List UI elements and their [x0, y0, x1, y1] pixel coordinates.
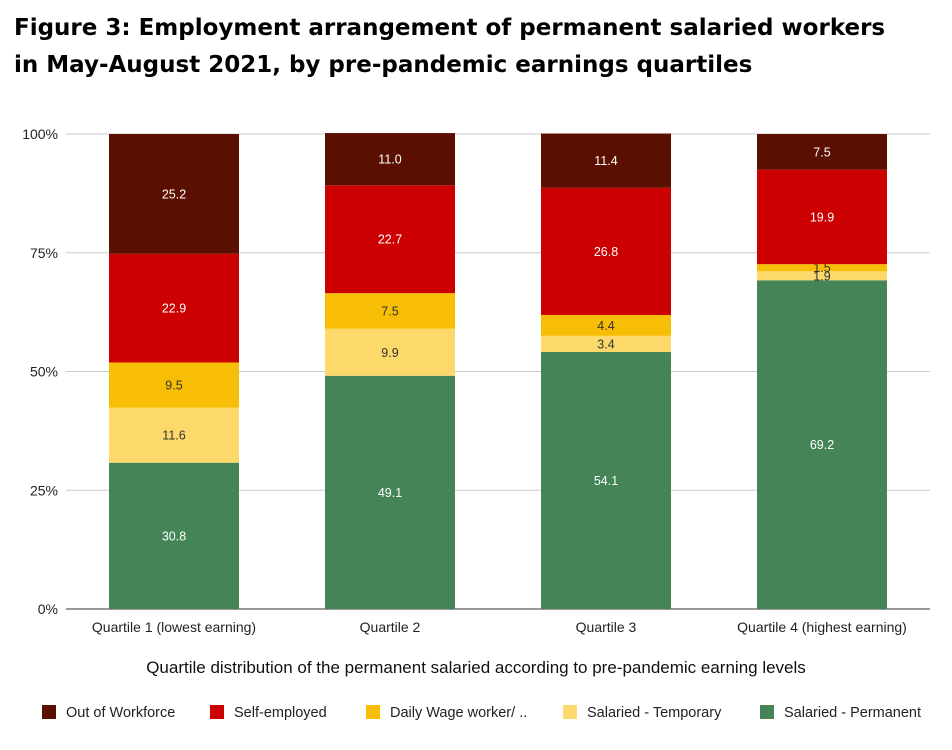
data-label: 9.5 [165, 379, 182, 393]
y-axis-ticks: 0% 25% 50% 75% 100% [22, 126, 58, 617]
data-label: 25.2 [162, 187, 186, 201]
legend-swatch [42, 705, 56, 719]
legend-swatch [760, 705, 774, 719]
data-label: 54.1 [594, 474, 618, 488]
y-tick-label: 25% [30, 482, 58, 498]
bar-segment [541, 352, 671, 609]
data-label: 9.9 [381, 346, 398, 360]
bar-segment [757, 271, 887, 281]
bar-segment [325, 328, 455, 376]
data-label: 22.7 [378, 233, 402, 247]
bar-segment [757, 264, 887, 272]
y-tick-label: 50% [30, 364, 58, 380]
x-axis-categories: Quartile 1 (lowest earning) Quartile 2 Qua… [92, 619, 907, 635]
x-category-label: Quartile 2 [360, 619, 421, 635]
data-label: 1.9 [813, 269, 830, 283]
bar-segment [109, 462, 239, 609]
bar-segment [109, 253, 239, 363]
data-label: 11.0 [378, 153, 401, 167]
chart-title: Figure 3: Employment arrangement of perm… [14, 15, 886, 78]
bar-segment [757, 280, 887, 609]
legend-label: Salaried - Permanent [784, 705, 921, 721]
bar-segment [325, 185, 455, 294]
bar-segment [109, 134, 239, 254]
bar-segment [109, 407, 239, 463]
bar-segment [541, 187, 671, 315]
data-label: 30.8 [162, 529, 186, 543]
bar-segment [325, 375, 455, 609]
legend: Out of Workforce Self-employed Daily Wage … [42, 705, 921, 721]
data-label: 22.9 [162, 302, 186, 316]
data-label: 26.8 [594, 245, 618, 259]
data-label: 69.2 [810, 438, 834, 452]
legend-swatch [210, 705, 224, 719]
data-label: 1.5 [813, 261, 830, 275]
data-label: 11.4 [594, 154, 617, 168]
legend-label: Out of Workforce [66, 705, 175, 721]
data-label: 49.1 [378, 486, 402, 500]
bar-segment [325, 293, 455, 329]
data-label: 7.5 [381, 304, 398, 318]
x-category-label: Quartile 3 [576, 619, 637, 635]
legend-label: Salaried - Temporary [587, 705, 722, 721]
data-label: 19.9 [810, 210, 834, 224]
y-tick-label: 75% [30, 245, 58, 261]
data-label: 11.6 [162, 429, 185, 443]
x-category-label: Quartile 4 (highest earning) [737, 619, 907, 635]
bar-segment [541, 335, 671, 353]
legend-swatch [366, 705, 380, 719]
bar-segment [109, 362, 239, 408]
y-tick-label: 100% [22, 126, 58, 142]
data-label: 3.4 [597, 337, 614, 351]
x-axis-label: Quartile distribution of the permanent s… [146, 658, 806, 677]
bar-segment [541, 133, 671, 188]
data-label: 4.4 [597, 319, 614, 333]
bars: 30.8 11.6 9.5 22.9 25.2 49.1 9.9 7.5 22.7 11.0 54.… [109, 133, 887, 609]
legend-label: Daily Wage worker/ .. [390, 705, 527, 721]
bar-segment [757, 134, 887, 170]
x-category-label: Quartile 1 (lowest earning) [92, 619, 256, 635]
legend-label: Self-employed [234, 705, 327, 721]
bar-segment [541, 314, 671, 336]
legend-swatch [563, 705, 577, 719]
data-label: 7.5 [813, 145, 830, 159]
y-tick-label: 0% [38, 601, 58, 617]
bar-segment [325, 133, 455, 186]
bar-segment [757, 169, 887, 265]
